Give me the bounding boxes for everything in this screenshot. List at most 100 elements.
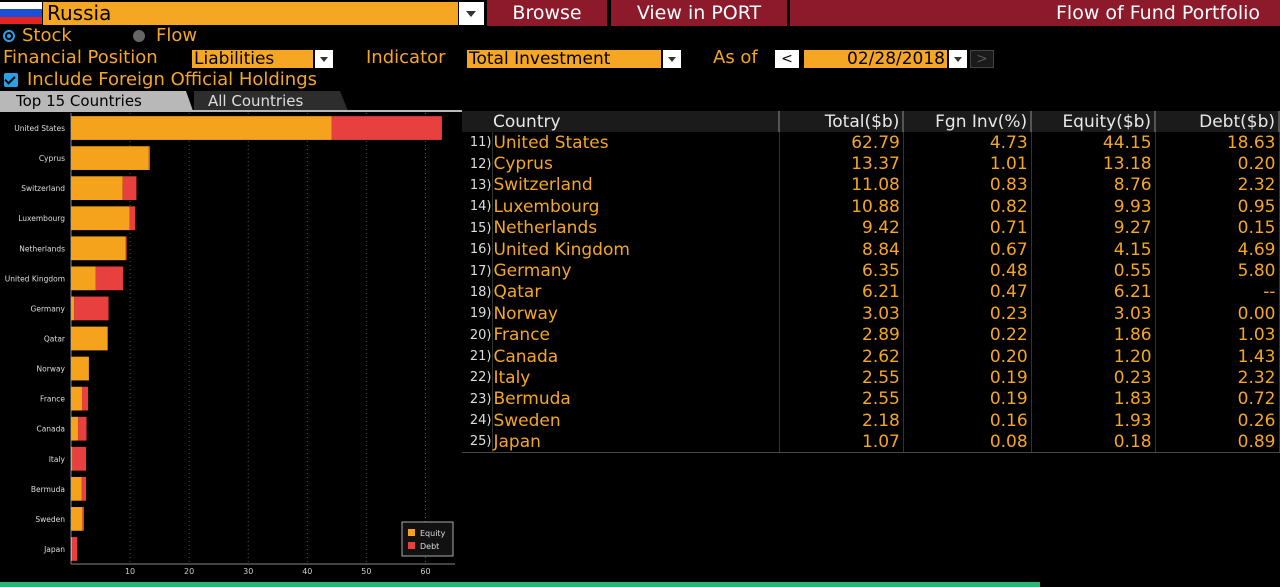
status-bar <box>0 582 1040 587</box>
country-name[interactable]: Luxembourg <box>492 196 780 218</box>
table-row[interactable]: 16) United Kingdom 8.84 0.67 4.15 4.69 <box>462 238 1280 261</box>
y-category-label: Italy <box>49 455 66 464</box>
debt-value: 0.95 <box>1155 196 1280 218</box>
stock-radio[interactable] <box>3 30 15 42</box>
equity-value: 1.20 <box>1031 345 1156 368</box>
total-value: 6.35 <box>779 260 904 282</box>
country-name[interactable]: Germany <box>492 260 780 282</box>
equity-value: 1.86 <box>1031 324 1156 346</box>
date-field[interactable]: 02/28/2018 <box>804 50 947 68</box>
debt-value: 0.72 <box>1155 388 1280 411</box>
col-header-total[interactable]: Total($b) <box>779 111 905 132</box>
country-name[interactable]: United Kingdom <box>492 238 780 261</box>
stacked-bar-chart: 10 20 30 40 50 60 United States Cyprus Switzerla… <box>5 113 455 576</box>
include-foreign-label[interactable]: Include Foreign Official Holdings <box>27 69 318 90</box>
table-row[interactable]: 14) Luxembourg 10.88 0.82 9.93 0.95 <box>462 196 1280 218</box>
page-title: Flow of Fund Portfolio <box>790 0 1280 26</box>
stock-label[interactable]: Stock <box>22 25 72 46</box>
financial-position-label: Financial Position <box>3 47 158 68</box>
country-name[interactable]: Norway <box>492 303 780 325</box>
flow-label[interactable]: Flow <box>156 25 198 46</box>
table-row[interactable]: 13) Switzerland 11.08 0.83 8.76 2.32 <box>462 174 1280 197</box>
indicator-select[interactable]: Total Investment <box>467 50 661 68</box>
country-name[interactable]: Qatar <box>492 281 780 304</box>
bar-equity <box>71 446 73 471</box>
table-row[interactable]: 11) United States 62.79 4.73 44.15 18.63 <box>462 132 1280 154</box>
table-row[interactable]: 22) Italy 2.55 0.19 0.23 2.32 <box>462 367 1280 389</box>
debt-value: 4.69 <box>1155 238 1280 261</box>
country-name[interactable]: Sweden <box>492 410 780 432</box>
table-row[interactable]: 19) Norway 3.03 0.23 3.03 0.00 <box>462 303 1280 325</box>
browse-button[interactable]: Browse <box>487 0 607 26</box>
table-row[interactable]: 20) France 2.89 0.22 1.86 1.03 <box>462 324 1280 346</box>
table-row[interactable]: 17) Germany 6.35 0.48 0.55 5.80 <box>462 260 1280 282</box>
table-row[interactable]: 24) Sweden 2.18 0.16 1.93 0.26 <box>462 410 1280 432</box>
col-header-fgn-inv[interactable]: Fgn Inv(%) <box>903 111 1033 132</box>
bar-equity <box>71 507 83 531</box>
bar-equity <box>71 356 89 381</box>
view-in-port-button[interactable]: View in PORT <box>611 0 787 26</box>
country-name[interactable]: Italy <box>492 367 780 389</box>
equity-value: 0.18 <box>1031 431 1156 454</box>
country-name[interactable]: Canada <box>492 345 780 368</box>
country-name[interactable]: Netherlands <box>492 217 780 239</box>
bar-equity <box>71 416 79 441</box>
equity-value: 4.15 <box>1031 238 1156 261</box>
include-foreign-checkbox[interactable] <box>4 73 18 87</box>
country-name[interactable]: France <box>492 324 780 346</box>
x-tick-label: 10 <box>125 567 135 576</box>
previous-date-button[interactable]: < <box>775 50 799 68</box>
tab-top-15-countries[interactable]: Top 15 Countries <box>0 91 193 111</box>
table-row[interactable]: 25) Japan 1.07 0.08 0.18 0.89 <box>462 431 1280 454</box>
legend-equity-swatch <box>408 529 415 536</box>
date-dropdown-icon[interactable] <box>949 50 967 68</box>
table-row[interactable]: 23) Bermuda 2.55 0.19 1.83 0.72 <box>462 388 1280 411</box>
country-name[interactable]: Bermuda <box>492 388 780 411</box>
equity-value: 9.93 <box>1031 196 1156 218</box>
legend-debt-label: Debt <box>420 542 439 551</box>
bar-debt <box>72 537 78 561</box>
row-index: 19) <box>462 303 494 325</box>
table-row[interactable]: 12) Cyprus 13.37 1.01 13.18 0.20 <box>462 153 1280 175</box>
col-header-country[interactable]: Country <box>462 111 781 132</box>
equity-value: 9.27 <box>1031 217 1156 239</box>
flow-radio[interactable] <box>133 30 145 42</box>
tab-underline <box>0 110 462 112</box>
bar-equity <box>71 386 82 411</box>
y-category-label: Sweden <box>35 515 65 524</box>
fgn-inv-value: 0.19 <box>903 388 1032 411</box>
fgn-inv-value: 1.01 <box>903 153 1032 175</box>
table-row[interactable]: 21) Canada 2.62 0.20 1.20 1.43 <box>462 345 1280 368</box>
financial-position-dropdown-icon[interactable] <box>315 50 333 68</box>
col-header-equity[interactable]: Equity($b) <box>1031 111 1157 132</box>
country-dropdown-arrow-icon[interactable] <box>459 2 484 25</box>
row-index: 16) <box>462 238 494 261</box>
tab-all-countries[interactable]: All Countries <box>194 91 348 111</box>
country-name[interactable]: United States <box>492 132 780 154</box>
russia-flag-icon <box>0 2 42 24</box>
financial-position-select[interactable]: Liabilities <box>192 50 313 68</box>
fgn-inv-value: 0.16 <box>903 410 1032 432</box>
table-row[interactable]: 15) Netherlands 9.42 0.71 9.27 0.15 <box>462 217 1280 239</box>
bar-debt <box>74 296 109 321</box>
country-select[interactable]: Russia <box>43 2 458 25</box>
total-value: 2.18 <box>779 410 904 432</box>
x-tick-label: 60 <box>420 567 430 576</box>
row-index: 15) <box>462 217 494 239</box>
indicator-dropdown-icon[interactable] <box>663 50 681 68</box>
debt-value: 5.80 <box>1155 260 1280 282</box>
col-header-debt[interactable]: Debt($b) <box>1155 111 1280 132</box>
equity-value: 8.76 <box>1031 174 1156 197</box>
country-name[interactable]: Cyprus <box>492 153 780 175</box>
top-bar: Russia Browse View in PORT Flow of Fund … <box>0 0 1280 26</box>
legend-equity-label: Equity <box>420 529 446 538</box>
y-category-label: Canada <box>36 425 65 434</box>
countries-table: Country Total($b) Fgn Inv(%) Equity($b) … <box>462 111 1280 454</box>
x-tick-label: 30 <box>243 567 253 576</box>
country-name[interactable]: Japan <box>492 431 780 454</box>
table-row[interactable]: 18) Qatar 6.21 0.47 6.21 -- <box>462 281 1280 304</box>
next-date-button[interactable]: > <box>970 50 994 68</box>
y-category-label: Norway <box>37 365 66 374</box>
debt-value: 0.26 <box>1155 410 1280 432</box>
country-name[interactable]: Switzerland <box>492 174 780 197</box>
